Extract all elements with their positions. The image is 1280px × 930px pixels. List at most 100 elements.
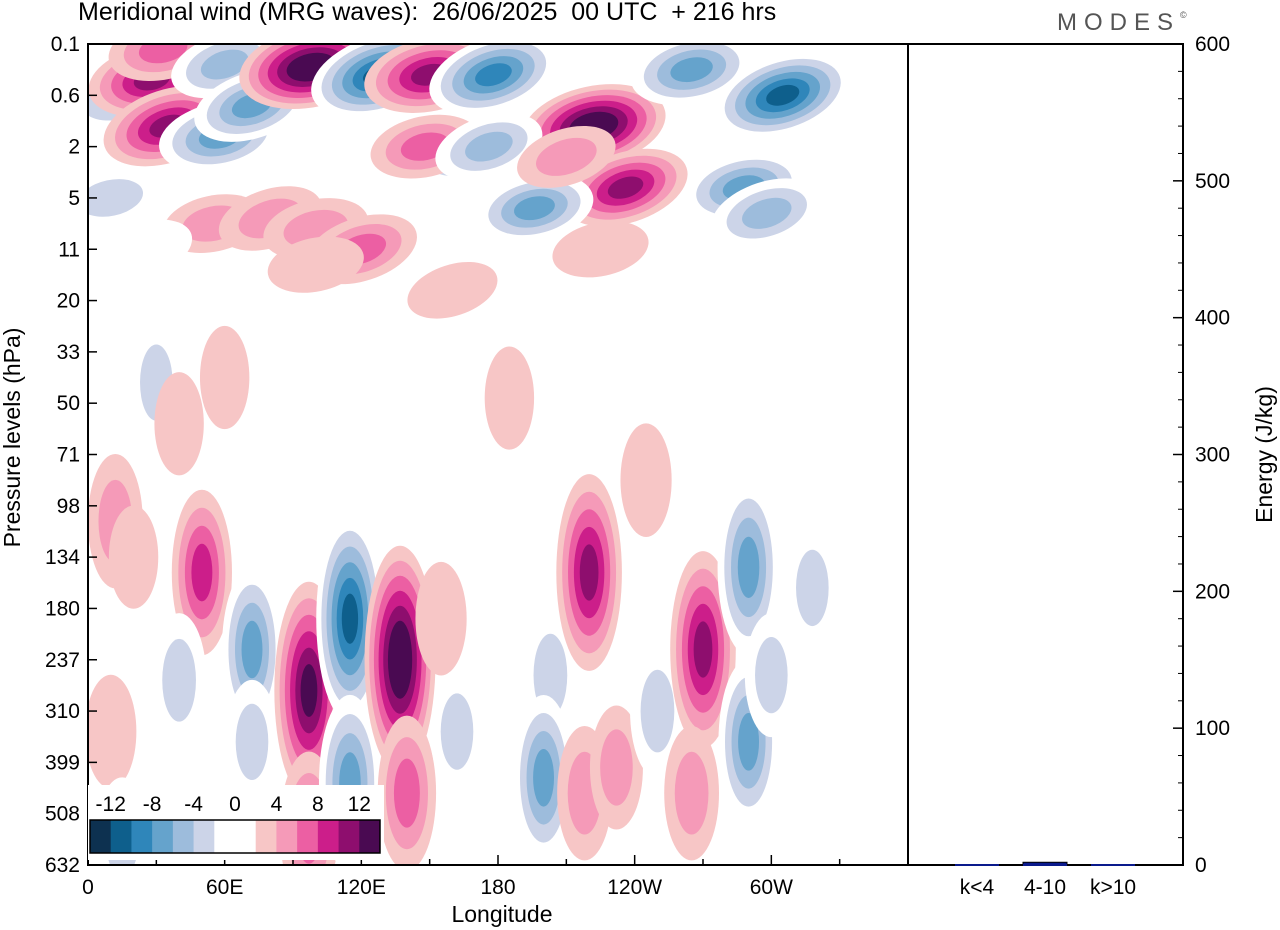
energy-frame [907, 43, 1184, 866]
contour-band [138, 44, 188, 64]
contour-band [579, 544, 599, 601]
contour-band [191, 543, 213, 602]
y-tick-label: 5 [68, 187, 80, 210]
contour-band [670, 57, 713, 83]
contour-band [674, 751, 709, 835]
y-tick-label: 0.6 [51, 84, 80, 107]
contour-cell [435, 113, 543, 181]
contour-cell [670, 551, 736, 748]
y-tick-label: 0.1 [51, 33, 80, 56]
contour-band [267, 236, 364, 293]
energy-axis-title: Energy (J/kg) [1251, 386, 1277, 523]
colorbar-label: 12 [348, 793, 371, 816]
colorbar-label: 8 [312, 793, 324, 816]
contour-cell [225, 679, 279, 804]
contour-cell [744, 613, 798, 738]
contour-band [199, 325, 250, 430]
colorbar-swatch [297, 820, 319, 853]
colorbar-label: -4 [184, 793, 203, 816]
contour-cell [108, 505, 159, 609]
contour-band [407, 262, 498, 319]
contour-band [533, 748, 555, 807]
y-tick-label: 310 [45, 700, 80, 723]
contour-band [552, 221, 649, 278]
contour-cell [316, 515, 384, 723]
contour-band [415, 561, 467, 676]
contour-cell [267, 236, 364, 293]
y-tick-label: 2 [68, 136, 80, 159]
contour-cell [556, 474, 622, 671]
contour-cell [714, 52, 852, 139]
contour-band [108, 505, 159, 609]
colorbar-swatch [90, 820, 112, 853]
y-tick-label: 11 [58, 238, 80, 261]
colorbar-swatch [172, 820, 195, 853]
energy-tick-label: 500 [1195, 170, 1230, 193]
contour-band [392, 635, 408, 684]
contour-band [393, 758, 420, 828]
contour-cell [429, 44, 558, 116]
y-tick-label: 71 [57, 444, 80, 467]
contour-band [640, 669, 675, 753]
contour-cell [664, 725, 720, 861]
contour-cell [199, 325, 250, 430]
y-tick-label: 50 [57, 392, 80, 415]
colorbar-swatch [152, 820, 174, 853]
contour-cell [513, 694, 574, 861]
x-tick-label: 180 [480, 876, 515, 899]
contour-band [755, 636, 788, 714]
contour-cell [589, 705, 643, 830]
contour-band [162, 638, 196, 722]
colorbar-label: 0 [229, 793, 241, 816]
energy-tick-label: 0 [1195, 854, 1207, 877]
contour-band [88, 674, 137, 789]
contour-band [693, 621, 713, 678]
contour-band [235, 703, 269, 781]
colorbar-swatch [193, 820, 215, 853]
y-axis-title: Pressure levels (hPa) [0, 328, 25, 548]
energy-tick-label: 300 [1195, 444, 1230, 467]
y-tick-label: 180 [45, 597, 80, 620]
colorbar-swatch [214, 820, 236, 853]
contour-cell [552, 221, 649, 278]
colorbar-swatch [235, 820, 257, 853]
contour-band [241, 620, 263, 679]
contour-band [536, 137, 597, 176]
y-tick-label: 632 [45, 854, 80, 877]
contour-band [787, 325, 838, 430]
colorbar-swatch [131, 820, 153, 853]
contour-cell [517, 125, 616, 188]
colorbar-swatch [338, 820, 360, 853]
colorbar-label: -12 [96, 793, 126, 816]
colorbar-swatch [317, 820, 340, 853]
colorbar-swatch [110, 820, 132, 853]
contour-band [742, 197, 792, 229]
y-tick-label: 33 [57, 341, 80, 364]
contour-band [465, 131, 513, 162]
contour-band [154, 372, 204, 476]
contour-band [600, 729, 633, 806]
contour-cell [620, 423, 672, 537]
contour-band [607, 176, 644, 199]
contour-band [475, 63, 512, 87]
x-tick-label: 120E [337, 876, 386, 899]
y-tick-label: 399 [45, 751, 80, 774]
contour-cell [711, 178, 823, 249]
contour-cell [630, 643, 685, 779]
contour-band [620, 423, 672, 537]
contour-band [796, 549, 829, 627]
copyright-mark: © [1180, 10, 1187, 20]
contour-cell [630, 44, 753, 106]
contour-cell [88, 674, 137, 789]
energy-tick-label: 200 [1195, 580, 1230, 603]
x-tick-label: 0 [82, 876, 94, 899]
contour-cell [484, 346, 535, 450]
colorbar-label: 4 [271, 793, 283, 816]
contour-cell [430, 669, 484, 794]
contour-band [88, 179, 144, 217]
energy-category-label: 4-10 [1024, 876, 1066, 899]
modes-logo: MODES [1057, 9, 1181, 36]
colorbar-swatch [255, 820, 277, 853]
contour-cell [407, 262, 498, 319]
